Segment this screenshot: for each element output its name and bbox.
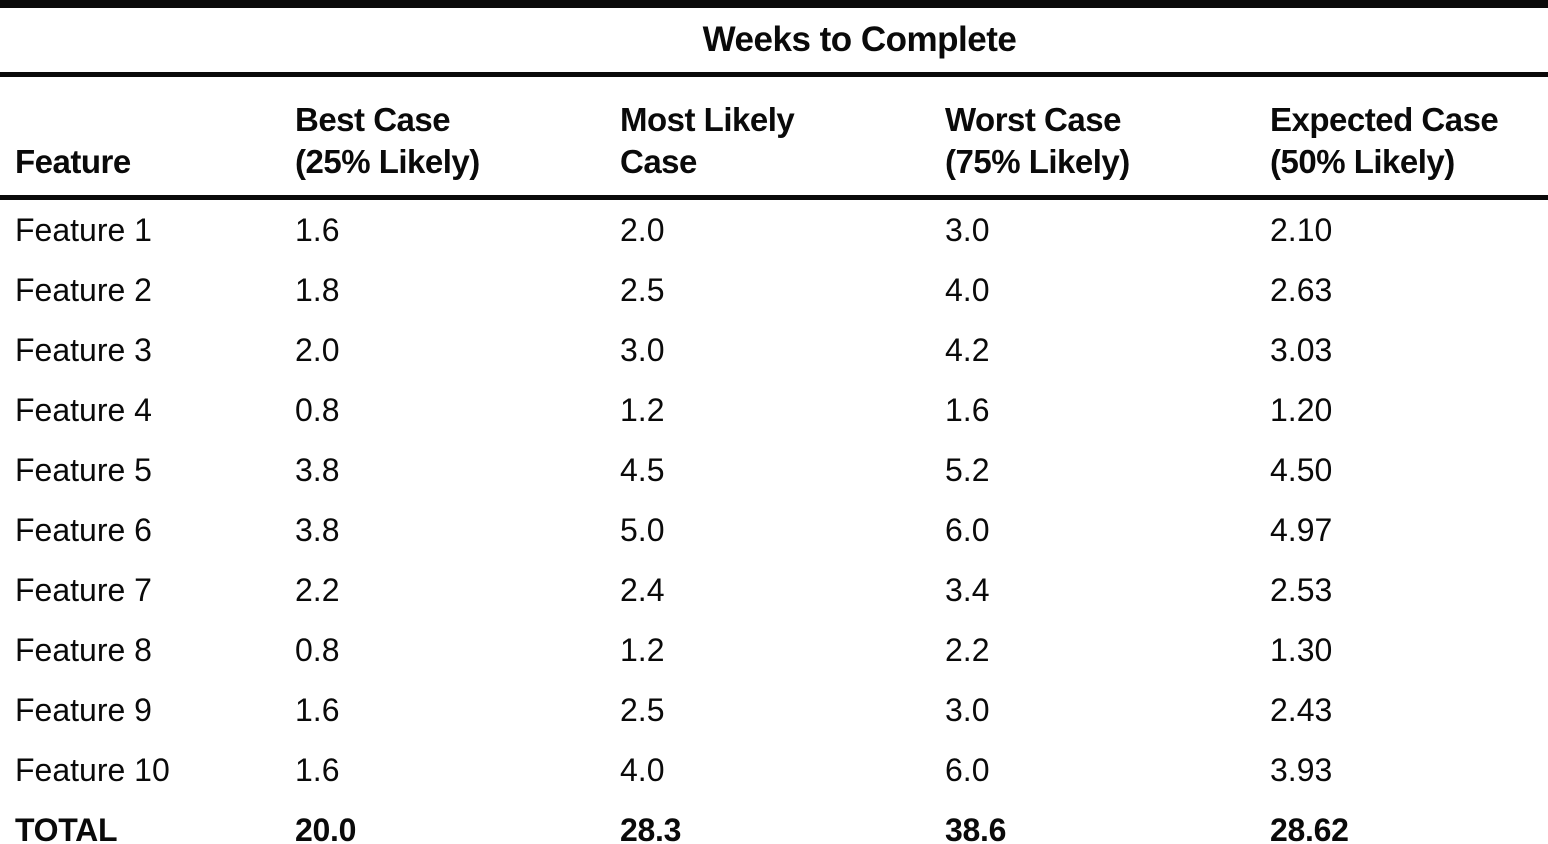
cell-best-case: 1.6 [295,751,340,788]
cell-expected-case: 2.63 [1270,271,1333,308]
cell-feature-name: Feature 9 [15,691,152,728]
cell-feature-name: Feature 8 [15,631,152,668]
table-total-row: TOTAL 20.0 28.3 38.6 28.62 [0,800,1548,844]
cell-most-likely: 1.2 [620,631,665,668]
cell-best-case: 0.8 [295,631,340,668]
cell-feature-name: Feature 10 [15,751,170,788]
table-row: Feature 5 3.8 4.5 5.2 4.50 [0,440,1548,500]
column-header-best-case: Best Case (25% Likely) [280,74,605,200]
cell-worst-case: 1.6 [945,391,990,428]
cell-feature-name: Feature 5 [15,451,152,488]
cell-expected-case: 3.93 [1270,751,1333,788]
cell-most-likely: 5.0 [620,511,665,548]
column-header-best-case-label: Best Case [295,100,451,138]
table-span-header-row: Weeks to Complete [0,0,1548,77]
column-header-expected-case: Expected Case (50% Likely) [1255,74,1548,200]
cell-expected-case: 2.43 [1270,691,1333,728]
cell-expected-case: 2.53 [1270,571,1333,608]
cell-best-case: 2.2 [295,571,340,608]
cell-total-worst-case: 38.6 [930,800,1255,844]
span-header-spacer [0,0,280,77]
column-header-most-likely-label: Most Likely [620,100,795,138]
table-header-row: Feature Best Case (25% Likely) Most Like… [0,74,1548,200]
column-header-best-case-sublabel: (25% Likely) [295,142,480,180]
cell-expected-case: 3.03 [1270,331,1333,368]
table-row: Feature 7 2.2 2.4 3.4 2.53 [0,560,1548,620]
cell-best-case: 3.8 [295,451,340,488]
cell-most-likely: 3.0 [620,331,665,368]
cell-expected-case: 4.97 [1270,511,1333,548]
cell-total-expected-case: 28.62 [1255,800,1548,844]
cell-best-case: 2.0 [295,331,340,368]
cell-feature-name: Feature 7 [15,571,152,608]
span-header-weeks-to-complete: Weeks to Complete [280,0,1548,77]
cell-feature-name: Feature 2 [15,271,152,308]
cell-most-likely: 2.0 [620,211,665,248]
table-row: Feature 2 1.8 2.5 4.0 2.63 [0,260,1548,320]
cell-best-case: 1.8 [295,271,340,308]
cell-worst-case: 3.0 [945,211,990,248]
cell-most-likely: 4.5 [620,451,665,488]
cell-expected-case: 1.30 [1270,631,1333,668]
cell-feature-name: Feature 3 [15,331,152,368]
cell-total-label: TOTAL [0,800,280,844]
cell-feature-name: Feature 1 [15,211,152,248]
cell-expected-case: 1.20 [1270,391,1333,428]
column-header-expected-case-label: Expected Case [1270,100,1499,138]
cell-best-case: 1.6 [295,691,340,728]
cell-most-likely: 2.5 [620,691,665,728]
cell-worst-case: 6.0 [945,751,990,788]
cell-worst-case: 3.4 [945,571,990,608]
column-header-worst-case: Worst Case (75% Likely) [930,74,1255,200]
column-header-most-likely-case: Most Likely Case [605,74,930,200]
column-header-feature-label: Feature [15,142,131,180]
cell-most-likely: 4.0 [620,751,665,788]
cell-most-likely: 2.4 [620,571,665,608]
table-row: Feature 8 0.8 1.2 2.2 1.30 [0,620,1548,680]
column-header-worst-case-label: Worst Case [945,100,1121,138]
cell-worst-case: 3.0 [945,691,990,728]
cell-best-case: 3.8 [295,511,340,548]
column-header-most-likely-sublabel: Case [620,142,697,180]
cell-total-best-case: 20.0 [280,800,605,844]
column-header-expected-case-sublabel: (50% Likely) [1270,142,1455,180]
cell-worst-case: 5.2 [945,451,990,488]
cell-total-most-likely: 28.3 [605,800,930,844]
table-row: Feature 9 1.6 2.5 3.0 2.43 [0,680,1548,740]
cell-feature-name: Feature 4 [15,391,152,428]
cell-feature-name: Feature 6 [15,511,152,548]
cell-worst-case: 6.0 [945,511,990,548]
table-row: Feature 1 1.6 2.0 3.0 2.10 [0,198,1548,261]
cell-worst-case: 2.2 [945,631,990,668]
column-header-feature: Feature [0,74,280,200]
cell-best-case: 1.6 [295,211,340,248]
cell-expected-case: 4.50 [1270,451,1333,488]
table-row: Feature 4 0.8 1.2 1.6 1.20 [0,380,1548,440]
cell-expected-case: 2.10 [1270,211,1333,248]
cell-worst-case: 4.2 [945,331,990,368]
table-row: Feature 3 2.0 3.0 4.2 3.03 [0,320,1548,380]
cell-most-likely: 2.5 [620,271,665,308]
column-header-worst-case-sublabel: (75% Likely) [945,142,1130,180]
cell-best-case: 0.8 [295,391,340,428]
table-row: Feature 6 3.8 5.0 6.0 4.97 [0,500,1548,560]
table-row: Feature 10 1.6 4.0 6.0 3.93 [0,740,1548,800]
cell-most-likely: 1.2 [620,391,665,428]
cell-worst-case: 4.0 [945,271,990,308]
